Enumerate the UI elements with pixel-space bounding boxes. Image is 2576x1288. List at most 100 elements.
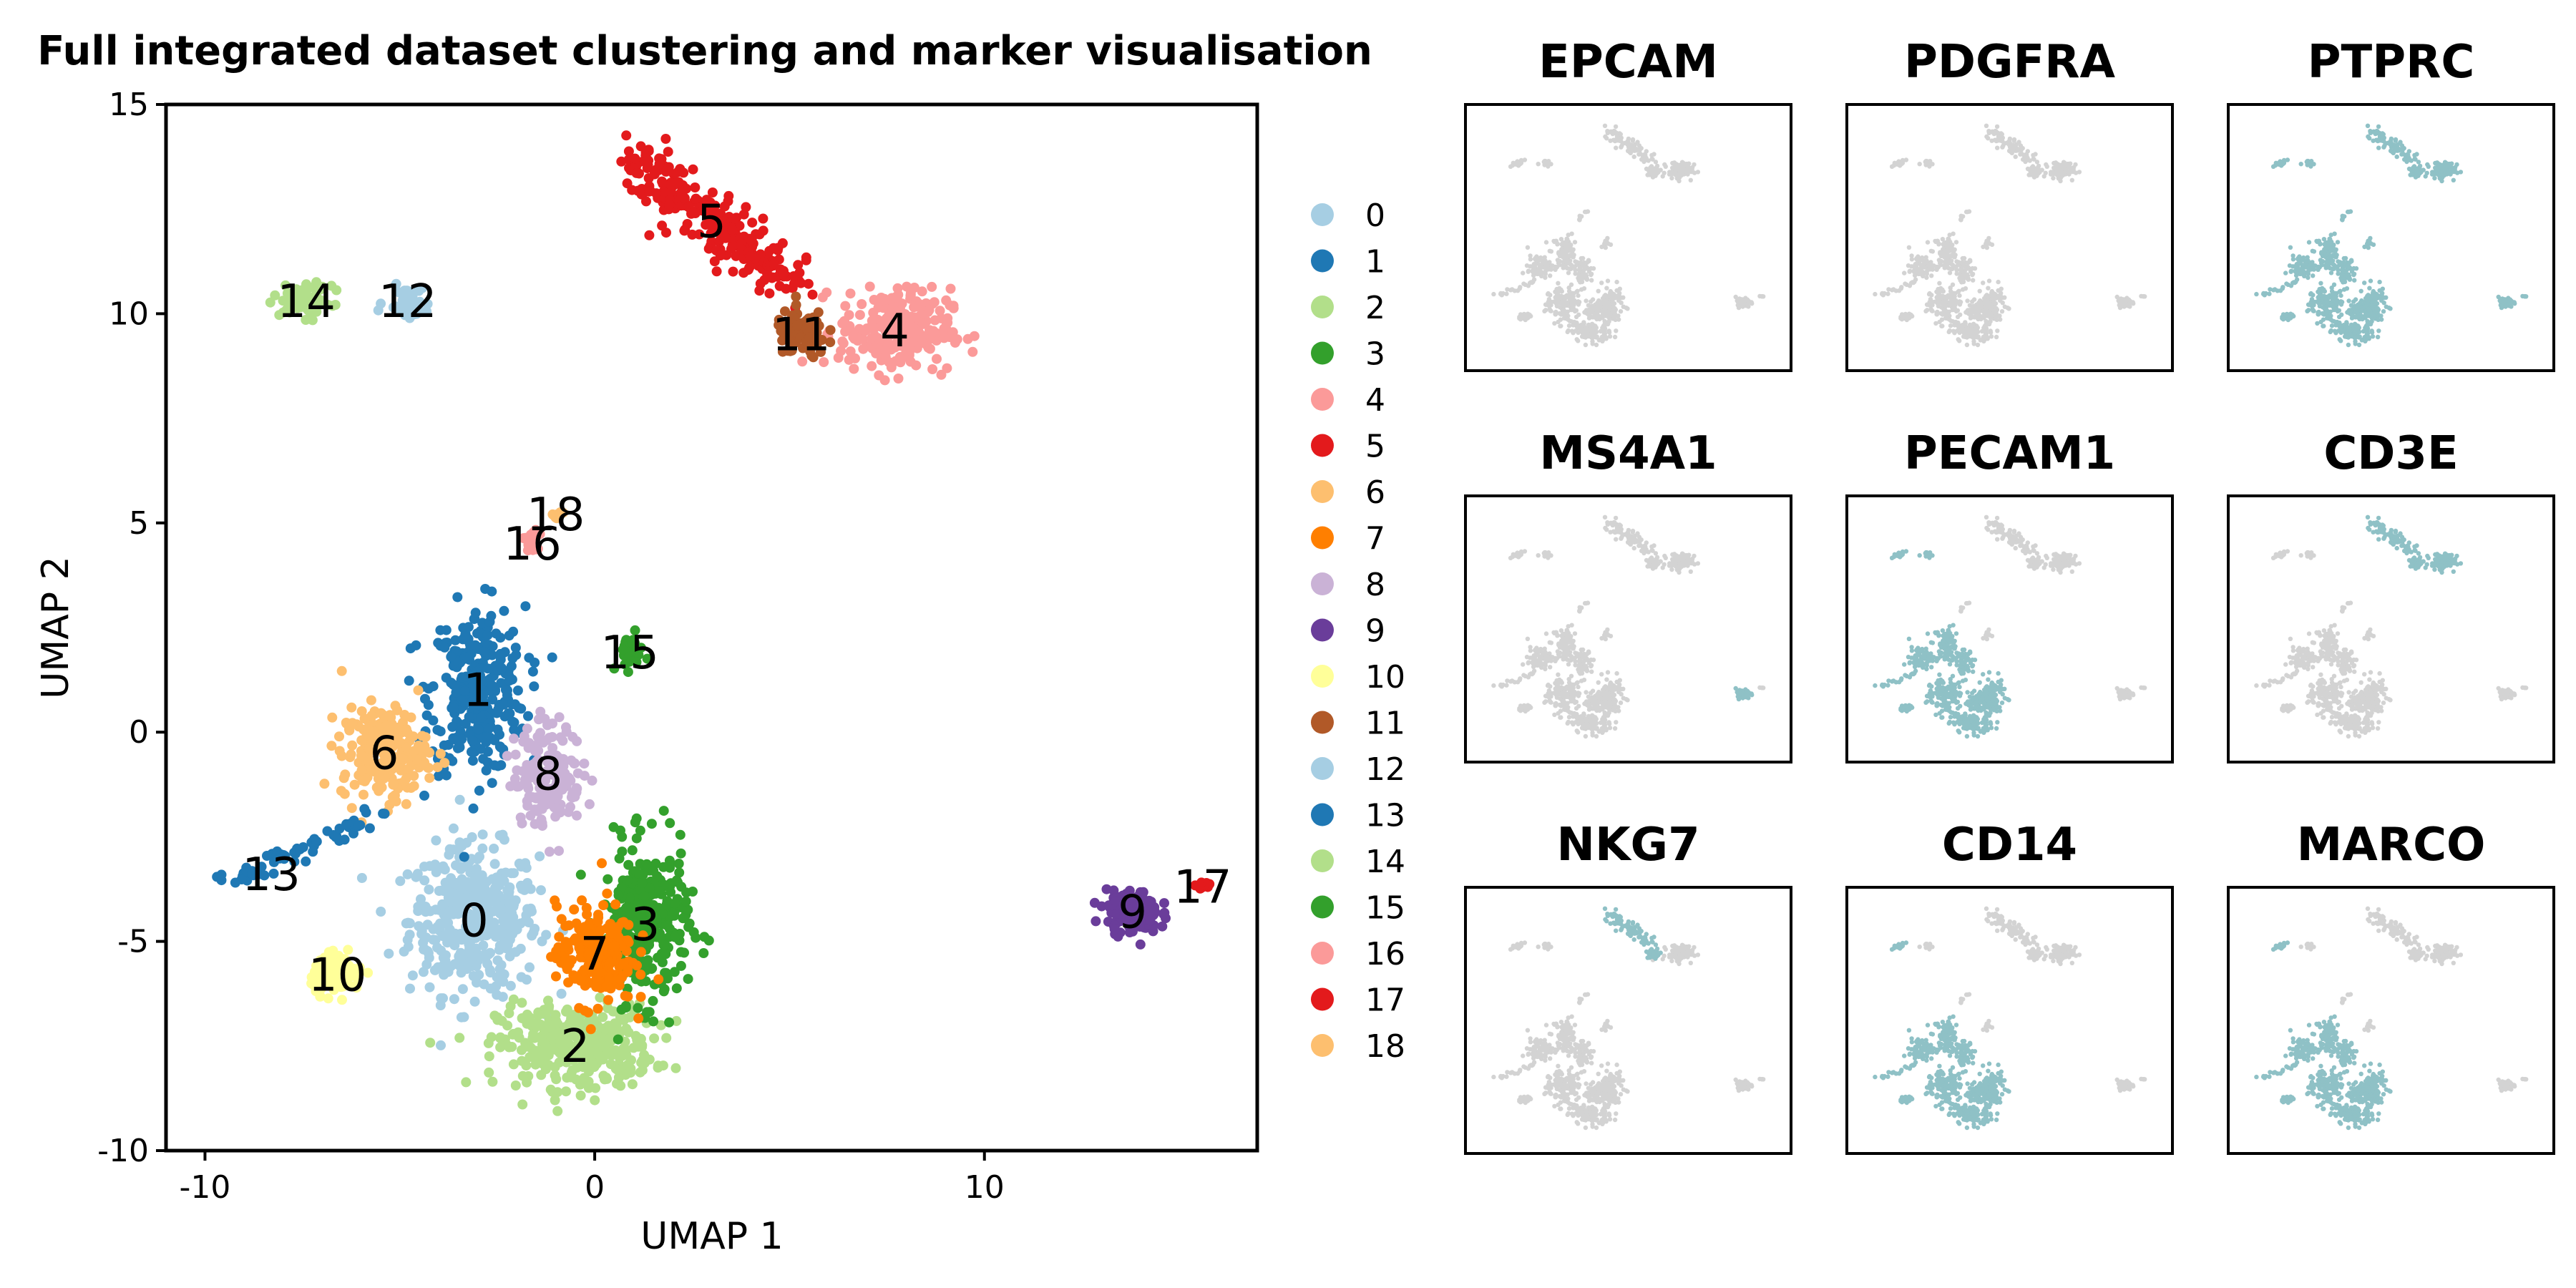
- cluster-5-point: [658, 178, 668, 189]
- marker-panel-point: [1577, 218, 1582, 223]
- marker-panel-cluster-5: [1602, 123, 1659, 165]
- cluster-4-point: [849, 364, 859, 374]
- cluster-6-point: [420, 732, 431, 743]
- cluster-2-point: [577, 1050, 587, 1060]
- marker-panel-point: [1546, 291, 1551, 296]
- cluster-5-point: [660, 134, 671, 144]
- cluster-2-point: [507, 1042, 517, 1052]
- legend-label-2: 2: [1365, 290, 1385, 326]
- cluster-2-point: [550, 1062, 560, 1073]
- cluster-0-point: [448, 823, 459, 834]
- legend-marker-8: [1311, 572, 1334, 595]
- cluster-1-point: [510, 643, 521, 653]
- cluster-1-point: [486, 610, 497, 621]
- cluster-4-point: [893, 374, 904, 384]
- cluster-6-point: [336, 665, 347, 676]
- cluster-0-point: [405, 983, 415, 994]
- marker-panel-point: [1963, 320, 1968, 325]
- cluster-label-15: 15: [600, 627, 658, 680]
- cluster-3-point: [613, 1034, 623, 1045]
- marker-panel-point: [1965, 325, 1970, 330]
- cluster-3-point: [665, 818, 675, 829]
- cluster-6-point: [336, 786, 346, 796]
- cluster-0-point: [403, 942, 414, 952]
- cluster-9-point: [1159, 898, 1169, 909]
- cluster-2-point: [525, 1012, 535, 1023]
- y-tick-label: 15: [109, 87, 149, 123]
- cluster-4-point: [879, 375, 890, 386]
- cluster-0-point: [424, 884, 434, 895]
- marker-panel-point: [1572, 298, 1577, 303]
- cluster-8-point: [502, 751, 512, 761]
- cluster-0-point: [440, 877, 451, 888]
- cluster-1-point: [434, 771, 444, 781]
- cluster-8-point: [550, 803, 561, 814]
- cluster-0-point: [454, 837, 465, 848]
- cluster-6-point: [409, 746, 419, 756]
- cluster-1-point: [498, 699, 509, 710]
- marker-panel-point: [1943, 308, 1948, 313]
- cluster-6-point: [334, 731, 344, 742]
- marker-panel-point: [1624, 140, 1629, 145]
- cluster-0-point: [499, 969, 509, 980]
- legend-marker-15: [1311, 895, 1334, 919]
- cluster-7-point: [560, 941, 571, 952]
- cluster-5-point: [743, 265, 753, 275]
- cluster-7-point: [611, 927, 622, 937]
- cluster-0-point: [456, 967, 467, 978]
- cluster-2-point: [617, 1050, 628, 1061]
- cluster-2-point: [461, 1077, 472, 1088]
- cluster-1-point: [411, 640, 421, 650]
- cluster-3-point: [623, 875, 633, 886]
- marker-panel-point: [1558, 323, 1563, 328]
- cluster-2-point: [517, 1013, 527, 1023]
- cluster-5-point: [687, 229, 698, 240]
- cluster-0-point: [505, 980, 516, 991]
- cluster-0-point: [468, 898, 479, 909]
- cluster-2-point: [517, 1055, 527, 1066]
- cluster-3-point: [684, 918, 695, 929]
- marker-panel-point: [1557, 305, 1563, 310]
- cluster-4-point: [936, 369, 947, 380]
- cluster-1-point: [459, 631, 470, 642]
- cluster-1-point: [523, 711, 533, 721]
- marker-panel-point: [1670, 160, 1675, 166]
- marker-panel-point: [1554, 286, 1559, 292]
- cluster-0-point: [477, 829, 488, 840]
- marker-panel-point: [1614, 328, 1619, 333]
- cluster-5-point: [728, 266, 738, 277]
- cluster-3-point: [654, 886, 665, 897]
- cluster-1-point: [472, 687, 483, 698]
- marker-panel-point: [1956, 323, 1961, 329]
- marker-panel-point: [1586, 316, 1592, 321]
- cluster-0-point: [519, 884, 530, 895]
- cluster-4-point: [854, 310, 865, 321]
- marker-panel-point: [1695, 170, 1701, 175]
- marker-panel-point: [1680, 170, 1685, 175]
- marker-panel-point: [2044, 164, 2049, 169]
- cluster-2-point: [536, 1070, 547, 1080]
- cluster-4-point: [939, 333, 950, 343]
- cluster-4-point: [844, 310, 854, 321]
- cluster-5-point: [663, 147, 673, 157]
- marker-panel-point: [1581, 286, 1587, 291]
- cluster-3-point: [642, 1007, 653, 1018]
- marker-panel-point: [2051, 175, 2056, 181]
- cluster-2-point: [502, 1020, 513, 1031]
- legend-marker-0: [1311, 203, 1334, 226]
- cluster-1-point: [504, 675, 515, 686]
- marker-panel-point: [1584, 265, 1589, 270]
- cluster-0-point: [376, 907, 386, 917]
- cluster-2-point: [484, 1067, 494, 1078]
- marker-panel-point: [1643, 152, 1648, 157]
- cluster-4-point: [930, 315, 940, 326]
- cluster-2-point: [605, 1059, 616, 1070]
- cluster-8-point: [566, 755, 577, 766]
- marker-panel-point: [1574, 323, 1579, 329]
- cluster-5-point: [715, 250, 726, 260]
- marker-panel-point: [1578, 280, 1583, 285]
- cluster-0-point: [527, 906, 537, 917]
- cluster-0-point: [438, 861, 449, 872]
- main-scatter-points: [212, 130, 1215, 1116]
- legend-label-3: 3: [1365, 336, 1385, 373]
